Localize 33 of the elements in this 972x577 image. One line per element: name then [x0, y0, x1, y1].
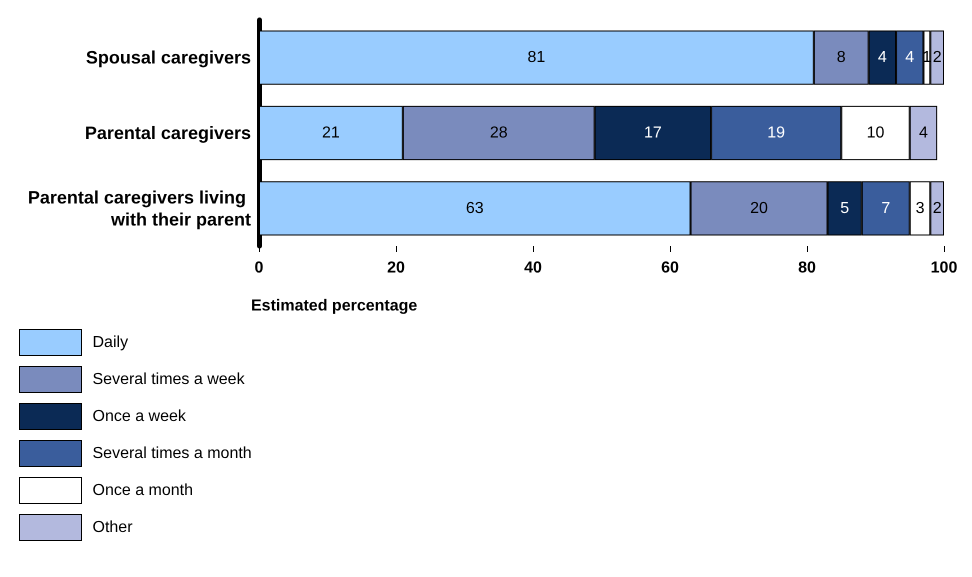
data-label: 4 — [878, 49, 887, 66]
y-tick-label: Parental caregivers living with their parent — [28, 187, 251, 230]
data-label: 4 — [918, 124, 928, 142]
x-tick-label: 0 — [254, 260, 264, 276]
y-tick-label: Parental caregivers — [84, 123, 251, 143]
x-tick-label: 60 — [661, 260, 679, 276]
data-label: 20 — [750, 200, 768, 217]
x-tick-label: 20 — [387, 260, 405, 276]
legend-label: Once a month — [92, 482, 193, 499]
x-tick-label: 100 — [930, 260, 958, 276]
data-label: 5 — [840, 200, 850, 217]
data-label: 19 — [767, 124, 786, 142]
legend-label: Several times a week — [92, 371, 246, 388]
x-tick-label: 80 — [798, 260, 816, 276]
data-label: 8 — [836, 49, 846, 66]
data-label: 2 — [932, 49, 942, 66]
y-tick-label: Spousal caregivers — [86, 48, 251, 68]
data-label: 17 — [644, 124, 662, 142]
data-label: 21 — [322, 124, 340, 142]
legend-label: Once a week — [92, 408, 187, 425]
data-label: 10 — [866, 124, 884, 142]
data-label: 81 — [528, 49, 546, 66]
x-axis-title: Estimated percentage — [251, 298, 418, 314]
x-tick-label: 40 — [524, 260, 542, 276]
legend-label: Several times a month — [92, 445, 252, 462]
data-label: 63 — [466, 200, 484, 217]
data-label: 3 — [916, 200, 925, 217]
data-label: 28 — [490, 124, 508, 142]
legend-label: Other — [92, 519, 134, 536]
legend-label: Daily — [92, 334, 128, 351]
data-label: 2 — [932, 200, 942, 217]
data-label: 7 — [881, 200, 890, 217]
data-label: 4 — [905, 49, 914, 66]
